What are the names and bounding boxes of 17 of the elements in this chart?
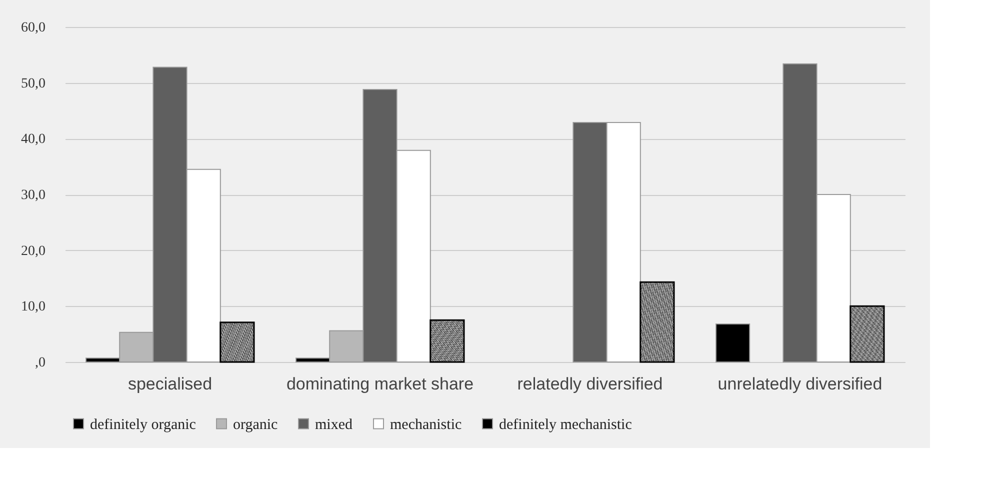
y-tick-label: ,0 <box>35 356 46 370</box>
x-tick-label: dominating market share <box>286 374 474 394</box>
y-tick-label: 50,0 <box>21 76 46 92</box>
x-tick-label: specialised <box>128 374 212 394</box>
legend-label: organic <box>233 416 278 433</box>
x-tick-label: unrelatedly diversified <box>718 374 882 394</box>
x-tick-label: relatedly diversified <box>517 374 663 394</box>
y-tick-label: 40,0 <box>21 132 46 148</box>
legend-label: definitely organic <box>90 416 196 433</box>
y-tick-label: 10,0 <box>21 300 46 315</box>
bar <box>716 324 750 362</box>
legend-label: mechanistic <box>390 416 462 433</box>
y-tick-label: 20,0 <box>21 244 46 259</box>
y-tick-label: 60,0 <box>21 20 46 36</box>
legend-label: mixed <box>315 416 353 433</box>
y-tick-label: 30,0 <box>21 188 46 203</box>
legend-label: definitely mechanistic <box>499 416 632 433</box>
